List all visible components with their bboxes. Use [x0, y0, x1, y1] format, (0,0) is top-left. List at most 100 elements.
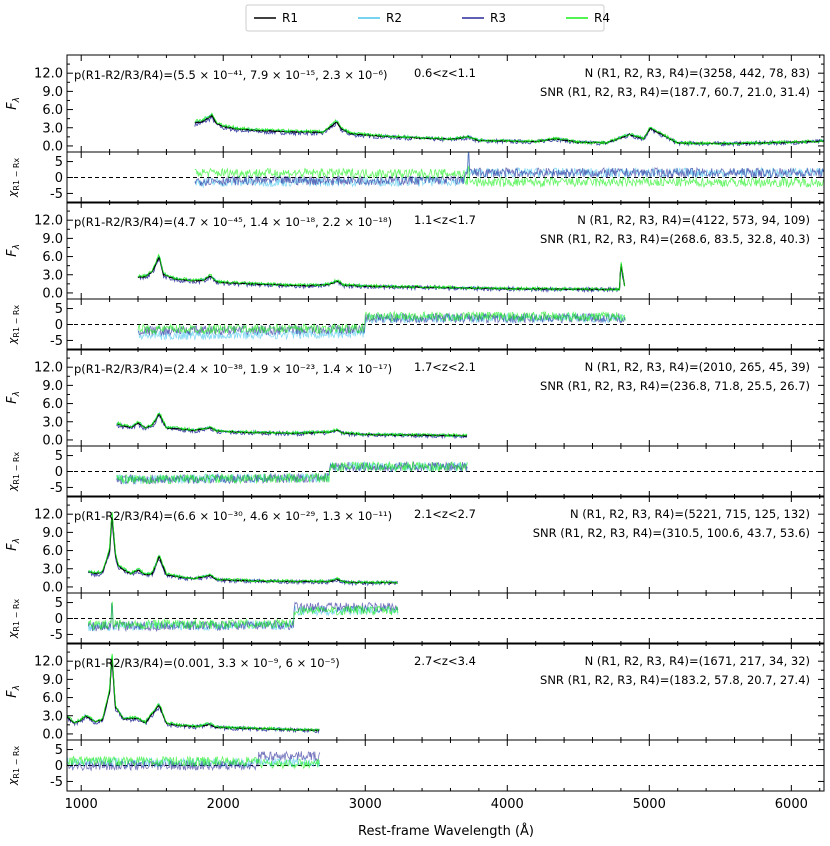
flux-tick-label: 12.0	[34, 361, 63, 376]
legend-entry-r3: R3	[462, 11, 506, 25]
flux-tick-label: 12.0	[34, 508, 63, 523]
residual-y-label: χR1 − Rx	[6, 305, 21, 346]
x-tick-label: 2000	[207, 797, 240, 812]
flux-tick-label: 6.0	[42, 691, 63, 706]
flux-line-r4	[194, 112, 824, 146]
flux-tick-label: 6.0	[42, 544, 63, 559]
residual-y-axis: -505	[50, 449, 824, 496]
residual-line-r2	[194, 151, 824, 189]
panel-1: 0.0 3.0 6.0 9.0 12.0 -505 Fλ χR1 − Rx p(R1-R2/R3…	[5, 54, 825, 204]
flux-tick-label: 6.0	[42, 250, 63, 265]
flux-line-r4	[67, 653, 320, 732]
snr-values: SNR (R1, R2, R3, R4)=(268.6, 83.5, 32.8,…	[540, 232, 810, 246]
legend-entry-r4: R4	[566, 11, 610, 25]
flux-tick-label: 0.0	[42, 139, 63, 154]
panel-3: 0.0 3.0 6.0 9.0 12.0 -505 Fλ χR1 − Rx p(R1-R2/R3…	[5, 348, 825, 498]
flux-y-axis: 0.0 3.0 6.0 9.0 12.0	[34, 210, 824, 301]
flux-tick-label: 3.0	[42, 562, 63, 577]
snr-values: SNR (R1, R2, R3, R4)=(187.7, 60.7, 21.0,…	[540, 85, 810, 99]
pvalue-annotation: p(R1-R2/R3/R4)=(0.001, 3.3 × 10⁻⁹, 6 × 1…	[74, 656, 340, 670]
residual-line-r4	[67, 755, 320, 770]
flux-line-r4	[88, 512, 398, 585]
flux-tick-label: 9.0	[42, 232, 63, 247]
residual-tick-label: 5	[55, 449, 63, 464]
flux-tick-label: 9.0	[42, 379, 63, 394]
residual-tick-label: 0	[55, 171, 63, 186]
flux-line-r3	[67, 663, 320, 735]
flux-tick-label: 0.0	[42, 286, 63, 301]
residual-tick-label: 5	[55, 743, 63, 758]
residual-tick-label: -5	[50, 628, 63, 643]
flux-y-axis: 0.0 3.0 6.0 9.0 12.0	[34, 63, 824, 154]
flux-line-r3	[88, 520, 398, 587]
residual-tick-label: 0	[55, 612, 63, 627]
flux-spectra	[87, 512, 398, 587]
residual-tick-label: -5	[50, 334, 63, 349]
flux-tick-label: 6.0	[42, 397, 63, 412]
residual-tick-label: -5	[50, 187, 63, 202]
flux-tick-label: 0.0	[42, 433, 63, 448]
residual-spectra	[67, 151, 824, 189]
flux-y-axis: 0.0 3.0 6.0 9.0 12.0	[34, 357, 824, 448]
snr-values: SNR (R1, R2, R3, R4)=(310.5, 100.6, 43.7…	[533, 526, 810, 540]
snr-values: SNR (R1, R2, R3, R4)=(236.8, 71.8, 25.5,…	[540, 379, 810, 393]
flux-line-r4	[137, 253, 626, 292]
flux-spectra	[116, 411, 468, 440]
flux-spectra	[67, 653, 320, 735]
residual-y-label: χR1 − Rx	[6, 746, 21, 787]
flux-tick-label: 12.0	[34, 214, 63, 229]
sample-counts: N (R1, R2, R3, R4)=(1671, 217, 34, 32)	[585, 654, 810, 668]
x-tick-label: 5000	[633, 797, 666, 812]
residual-y-axis: -505	[50, 743, 824, 790]
residual-line-r4	[87, 601, 399, 630]
residual-tick-label: 0	[55, 465, 63, 480]
x-tick-label: 1000	[65, 797, 98, 812]
sample-counts: N (R1, R2, R3, R4)=(2010, 265, 45, 39)	[585, 360, 810, 374]
flux-tick-label: 3.0	[42, 268, 63, 283]
flux-y-label: Fλ	[5, 97, 22, 110]
legend-entry-r2: R2	[358, 11, 402, 25]
flux-tick-label: 9.0	[42, 673, 63, 688]
redshift-range: 1.1<z<1.7	[414, 213, 476, 227]
residual-line-r4	[194, 166, 824, 189]
flux-y-label: Fλ	[5, 391, 22, 404]
legend: R1 R2 R3 R4	[245, 4, 610, 32]
flux-tick-label: 3.0	[42, 415, 63, 430]
flux-tick-label: 0.0	[42, 580, 63, 595]
legend-entry-r1: R1	[254, 11, 298, 25]
flux-tick-label: 9.0	[42, 85, 63, 100]
panel-4: 0.0 3.0 6.0 9.0 12.0 -505 Fλ χR1 − Rx p(R1-R2/R3…	[5, 495, 825, 645]
residual-y-label: χR1 − Rx	[6, 452, 21, 493]
residual-spectra	[67, 460, 824, 486]
residual-tick-label: 5	[55, 302, 63, 317]
flux-tick-label: 3.0	[42, 121, 63, 136]
x-tick-labels: 1000 2000 3000 4000 5000 6000	[65, 797, 808, 812]
residual-y-axis: -505	[50, 155, 824, 202]
residual-line-r3	[194, 152, 824, 187]
flux-y-label: Fλ	[5, 244, 22, 257]
residual-tick-label: 5	[55, 596, 63, 611]
flux-tick-label: 0.0	[42, 727, 63, 742]
flux-line-r1	[88, 517, 398, 584]
residual-line-r4	[116, 460, 468, 485]
x-tick-label: 4000	[491, 797, 524, 812]
redshift-range: 2.7<z<3.4	[414, 654, 476, 668]
snr-values: SNR (R1, R2, R3, R4)=(183.2, 57.8, 20.7,…	[540, 673, 810, 687]
pvalue-annotation: p(R1-R2/R3/R4)=(2.4 × 10⁻³⁸, 1.9 × 10⁻²³…	[74, 362, 392, 376]
flux-y-label: Fλ	[5, 538, 22, 551]
legend-frame	[245, 4, 605, 32]
residual-tick-label: -5	[50, 775, 63, 790]
x-tick-label: 6000	[775, 797, 808, 812]
flux-y-label: Fλ	[5, 685, 22, 698]
panel-2: 0.0 3.0 6.0 9.0 12.0 -505 Fλ χR1 − Rx p(R1-R2/R3…	[5, 201, 825, 351]
flux-line-r4	[116, 412, 468, 438]
pvalue-annotation: p(R1-R2/R3/R4)=(4.7 × 10⁻⁴⁵, 1.4 × 10⁻¹⁸…	[74, 215, 392, 229]
flux-spectra	[137, 253, 626, 294]
redshift-range: 0.6<z<1.1	[414, 66, 476, 80]
x-axis-label: Rest-frame Wavelength (Å)	[358, 823, 534, 839]
legend-label-r1: R1	[282, 11, 298, 25]
residual-y-label: χR1 − Rx	[6, 158, 21, 199]
residual-y-axis: -505	[50, 302, 824, 349]
